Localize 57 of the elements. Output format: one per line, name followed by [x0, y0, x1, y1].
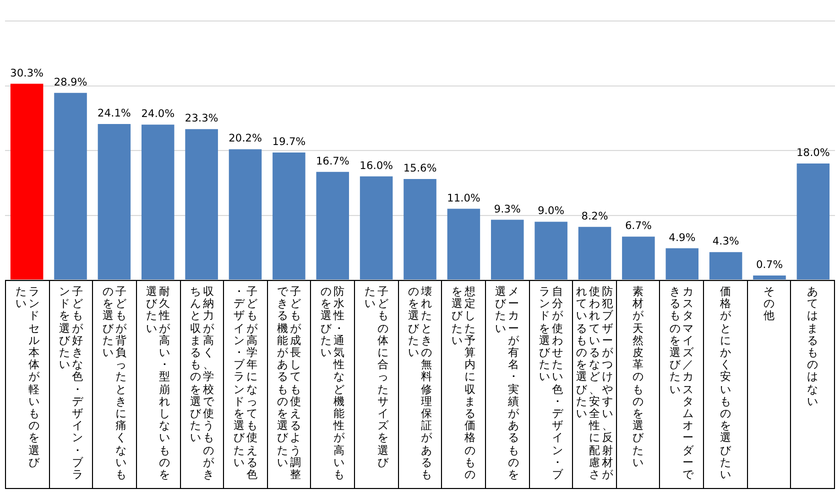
category-label: 価格がとにかく安いものを選びたい [720, 285, 731, 482]
bar [404, 178, 436, 280]
data-label: 24.1% [98, 107, 131, 120]
data-label: 4.9% [668, 232, 696, 244]
category-label: 自分が使わせたい色・デザイン・ブランドを選びたい [538, 285, 563, 482]
bar [228, 149, 262, 280]
bar [142, 124, 174, 280]
bar [98, 124, 131, 280]
data-label: 16.0% [360, 160, 394, 172]
data-label: 23.3% [184, 112, 218, 125]
data-label: 20.2% [228, 132, 262, 145]
category-label: 防犯ブザーがつけやすい、反射材が使われているなど、安全性に配慮されているものを選びたい [576, 285, 613, 482]
category-label: ランドセル本体が軽いものを選びたい [15, 285, 40, 469]
bar [796, 163, 830, 280]
bar [622, 236, 655, 280]
category-label: 収納力が高く、学校で使うものがきちんと収まるものを選びたい [190, 285, 214, 482]
data-label: 11.0% [447, 192, 480, 204]
category-label: あてはまるものはない [807, 285, 818, 408]
category-label: 壊れたときの無料修理保証があるものを選びたい [408, 285, 432, 482]
category-label: 耐久性が高い・型崩れしないものを選びたい [146, 285, 170, 482]
bar [753, 275, 786, 280]
data-label: 15.6% [403, 162, 437, 174]
category-label: 素材が天然皮革のものを選びたい [632, 285, 644, 469]
bar [54, 92, 87, 280]
bar [272, 152, 306, 280]
data-label: 4.3% [712, 236, 740, 248]
category-label: 想定した予算内に収まる価格のものを選びたい [452, 285, 476, 482]
category-label: 子どもが高学年になっても使える色・デザイン・ブランドを選びたい [233, 285, 258, 482]
bar [534, 222, 568, 280]
data-label: 9.0% [538, 205, 564, 218]
bar [360, 176, 393, 280]
bar [447, 208, 480, 280]
data-label: 0.7% [756, 258, 783, 271]
category-label: 子どもが成長しても使えるよう調整できる機能があるものを選びたい [277, 285, 302, 482]
bar [490, 220, 524, 280]
bar [666, 248, 698, 280]
x-tick-label: その他 [762, 285, 775, 324]
data-label: 8.2% [581, 210, 608, 222]
category-label: カスタマイズ／カスタムオーダーできるものを選びたい [670, 285, 694, 482]
data-label: 19.7% [272, 136, 306, 148]
bar [10, 84, 44, 280]
data-label: 30.3% [10, 67, 44, 80]
data-label: 28.9% [54, 76, 88, 88]
data-label: 18.0% [796, 146, 830, 159]
category-label: メーカーが有名・実績があるものを選びたい [495, 285, 520, 482]
data-label: 24.0% [141, 108, 175, 120]
bar [185, 129, 218, 280]
category-label: 子どもの体に合ったサイズを選びたい [364, 285, 388, 469]
category-label: 防水性・通気性など機能性が高いものを選びたい [320, 285, 345, 482]
bar [316, 172, 350, 280]
bar [709, 252, 742, 280]
bar [578, 226, 612, 280]
category-label: 子どもが好きな色・デザイン・ブランドを選びたい [58, 285, 83, 482]
data-label: 6.7% [625, 220, 652, 232]
data-label: 16.7% [316, 155, 350, 168]
category-label: 子どもが背負ったときに痛くないものを選びたい [102, 285, 127, 482]
data-label: 9.3% [494, 203, 521, 216]
